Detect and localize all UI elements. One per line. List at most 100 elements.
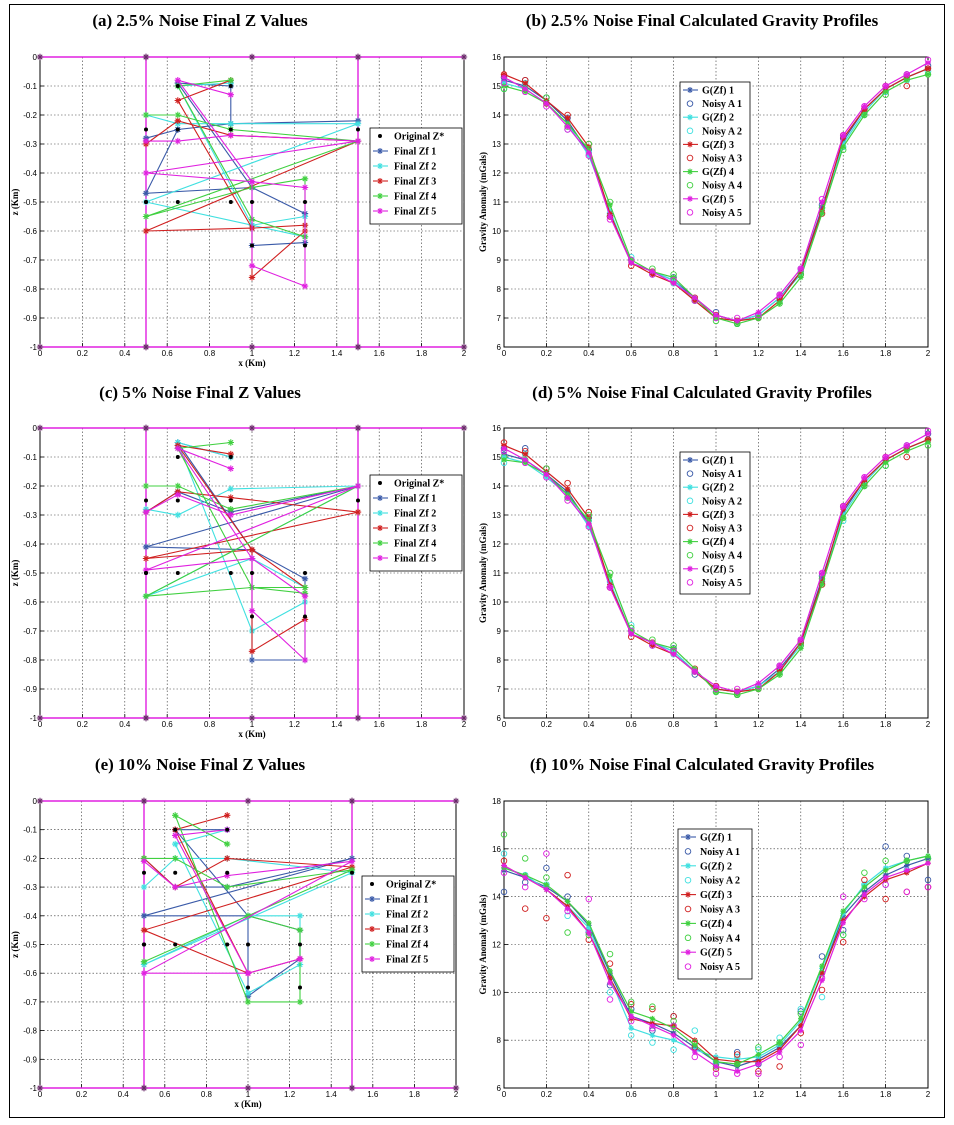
legend-label: Noisy A 3 — [700, 905, 740, 916]
x-tick-label: 2 — [462, 720, 467, 729]
x-tick-label: 0 — [502, 720, 507, 729]
x-tick-label: 0 — [502, 349, 507, 358]
legend-marker — [685, 834, 691, 840]
chart-title: (b) 2.5% Noise Final Calculated Gravity … — [526, 11, 879, 30]
series-point — [713, 1058, 719, 1065]
y-tick-label: -0.2 — [23, 482, 37, 491]
y-tick-label: 13 — [492, 140, 501, 149]
noisy-point — [797, 265, 805, 272]
series-point — [798, 1023, 804, 1029]
series-point — [925, 71, 931, 78]
noisy-point — [521, 447, 529, 455]
series-point — [301, 175, 309, 182]
original-point — [175, 498, 180, 503]
noisy-point — [670, 648, 677, 655]
noisy-point — [606, 584, 614, 591]
series-point — [840, 515, 846, 521]
y-tick-label: 15 — [492, 453, 501, 462]
noisy-point — [797, 1041, 805, 1049]
y-tick-label: -0.1 — [23, 826, 37, 835]
noisy-point — [543, 94, 550, 101]
y-tick-label: 7 — [497, 314, 502, 323]
original-point — [250, 200, 254, 204]
noisy-point — [627, 998, 635, 1006]
y-tick-label: -1 — [30, 343, 38, 352]
legend-label: G(Zf) 5 — [702, 194, 734, 205]
series-point — [354, 508, 362, 516]
noisy-point — [755, 1070, 762, 1077]
x-tick-label: 0.2 — [77, 720, 89, 729]
original-point — [246, 942, 250, 947]
y-tick-label: 10 — [492, 988, 501, 997]
legend-marker — [687, 168, 693, 175]
series-point — [142, 137, 150, 145]
noisy-point — [839, 146, 847, 154]
noisy-point — [627, 627, 635, 635]
legend-label: Noisy A 1 — [702, 469, 742, 480]
series-point — [564, 489, 571, 495]
series-point — [882, 867, 889, 874]
original-point — [175, 455, 180, 459]
noisy-point — [606, 216, 614, 223]
legend-marker — [377, 178, 383, 184]
noisy-point — [903, 442, 911, 449]
series-final-zf-5 — [142, 77, 362, 290]
x-tick-label: 1.6 — [838, 1090, 850, 1099]
x-tick-label: 0.8 — [668, 720, 680, 729]
y-tick-label: 6 — [497, 714, 502, 723]
series-point — [142, 593, 150, 600]
noisy-point — [861, 474, 868, 481]
x-tick-label: 1.2 — [753, 1090, 765, 1099]
series-point — [227, 132, 234, 139]
noisy-point — [606, 198, 614, 206]
series-point — [607, 979, 613, 986]
legend-label: Final Zf 5 — [394, 207, 436, 218]
noisy-point — [755, 311, 762, 319]
noisy-point — [733, 685, 741, 693]
series-point — [543, 881, 550, 888]
series-point — [174, 77, 181, 84]
noisy-point — [500, 447, 508, 455]
y-tick-label: -0.2 — [23, 854, 37, 863]
series-point — [861, 474, 868, 481]
series-point — [301, 584, 309, 591]
series-point — [142, 543, 150, 551]
legend-swatch — [686, 551, 694, 559]
chart-title: (f) 10% Noise Final Calculated Gravity P… — [530, 755, 875, 774]
series-point — [543, 886, 550, 893]
noisy-point — [924, 56, 932, 64]
noisy-point — [691, 297, 699, 304]
legend-label: G(Zf) 3 — [702, 140, 734, 151]
noisy-point — [606, 996, 614, 1003]
legend-marker — [687, 457, 693, 463]
y-tick-label: 12 — [492, 169, 501, 178]
legend-swatch — [684, 876, 692, 884]
legend-label: Final Zf 3 — [386, 925, 428, 936]
noisy-point — [500, 439, 508, 446]
series-point — [628, 1025, 634, 1032]
chart-b: (b) 2.5% Noise Final Calculated Gravity … — [478, 11, 932, 358]
legend-label: Noisy A 4 — [700, 933, 740, 944]
noisy-point — [543, 465, 550, 472]
noisy-point — [564, 871, 571, 879]
noisy-point — [521, 883, 529, 891]
original-point — [228, 127, 233, 132]
legend-label: Final Zf 4 — [394, 192, 436, 203]
noisy-point — [585, 511, 593, 519]
y-tick-label: 7 — [497, 685, 502, 694]
series-point — [172, 840, 179, 848]
original-point — [250, 571, 254, 575]
series-point — [227, 494, 234, 501]
series-point — [142, 508, 150, 516]
series-noisy-a-5 — [500, 56, 932, 322]
original-point — [228, 200, 233, 204]
series-point — [142, 482, 150, 490]
noisy-point — [521, 905, 529, 912]
y-tick-label: -0.6 — [23, 227, 37, 236]
legend-label: Noisy A 5 — [700, 962, 740, 973]
legend-marker — [687, 195, 693, 202]
boundary-marker — [354, 714, 362, 722]
noisy-point — [776, 1039, 783, 1046]
noisy-point — [861, 895, 868, 903]
series-point — [840, 908, 846, 914]
